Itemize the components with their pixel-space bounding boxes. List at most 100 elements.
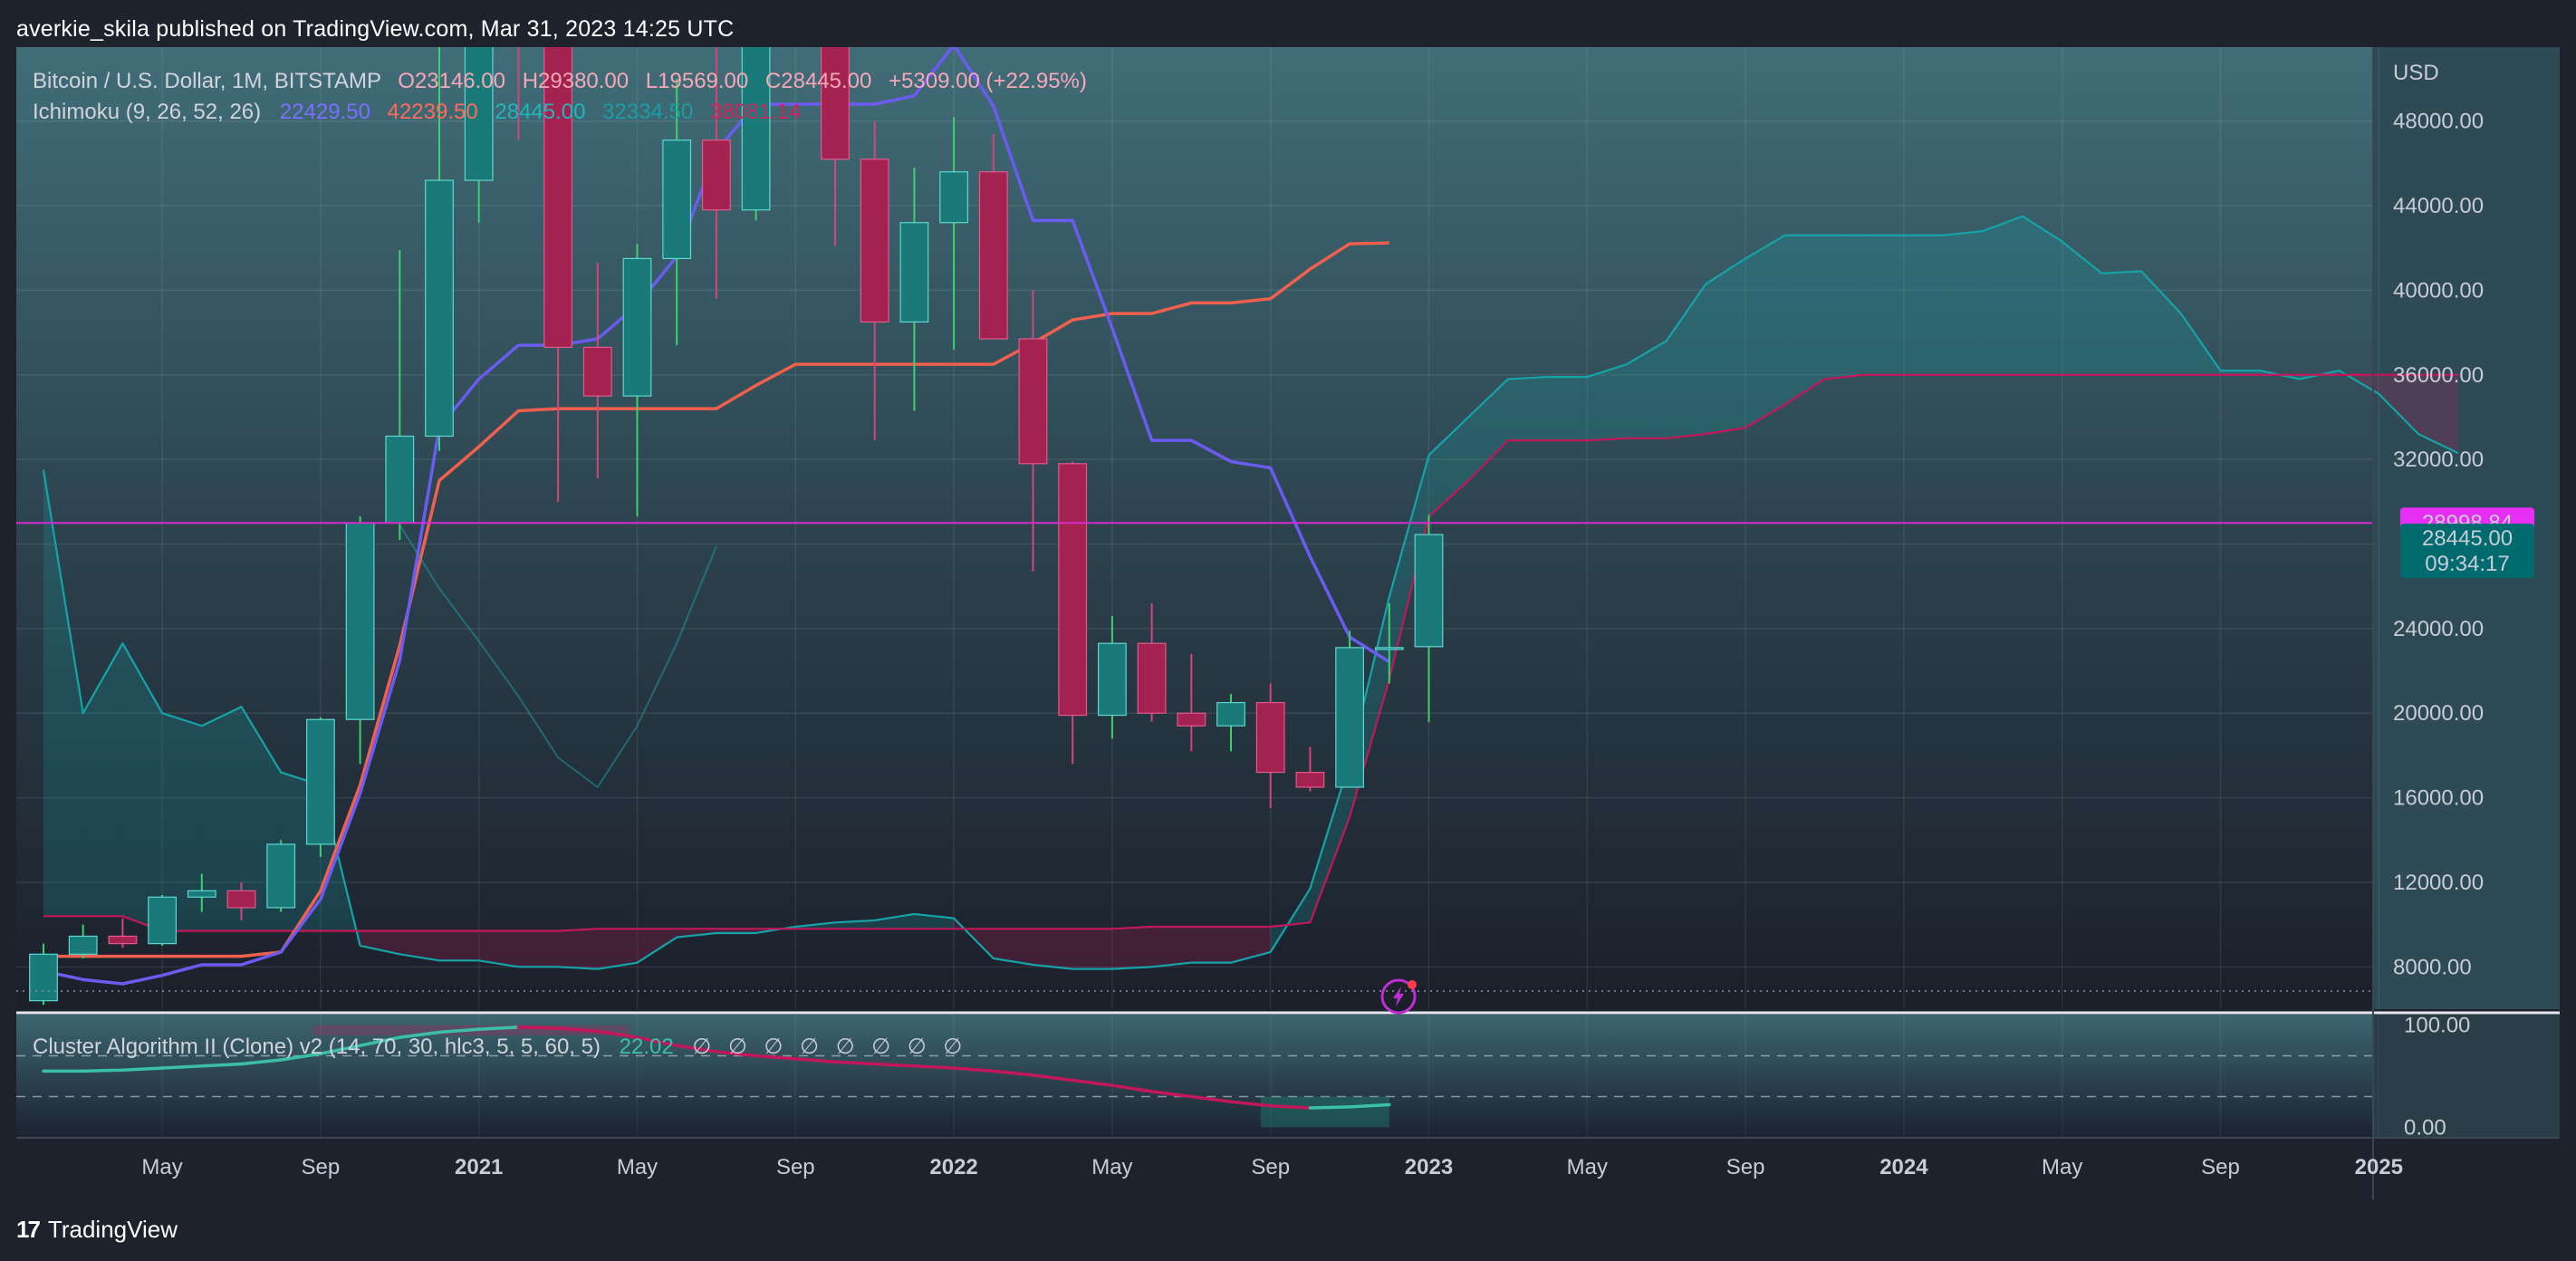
candle-body-30 [1216, 701, 1245, 727]
cluster-seg-9 [398, 1030, 441, 1039]
candle-body-34 [1374, 647, 1404, 650]
candle-body-15 [622, 257, 652, 397]
legend-ichimoku[interactable]: Ichimoku (9, 26, 52, 26) 22429.50 42239.… [33, 100, 801, 124]
usd-label: USD [2393, 61, 2439, 85]
cloud-segment-37 [1507, 377, 1548, 441]
cluster-seg-31 [1268, 1103, 1312, 1110]
legend-span-a-value: 32334.50 [602, 100, 693, 124]
cluster-na-5: ∅ [871, 1035, 890, 1059]
cluster-seg-17 [715, 1050, 758, 1058]
tradingview-logo-icon: 17 [16, 1215, 41, 1243]
cluster-seg-12 [516, 1025, 560, 1030]
price-axis[interactable]: 48000.00 44000.00 40000.00 36000.00 32000.00… [2393, 110, 2484, 1141]
cluster-na-1: ∅ [728, 1035, 747, 1059]
cloud-segment-38 [1547, 377, 1588, 441]
tradingview-logo[interactable]: 17 TradingView [16, 1214, 178, 1245]
kijun-line [43, 241, 1389, 958]
cloud-segment-12 [518, 930, 559, 967]
legend-chikou-value: 28445.00 [495, 100, 585, 124]
legend-main[interactable]: Bitcoin / U.S. Dollar, 1M, BITSTAMP O231… [33, 69, 1087, 93]
candle-body-33 [1335, 647, 1364, 788]
cloud-segment-11 [478, 930, 519, 967]
cluster-na-0: ∅ [692, 1035, 711, 1059]
main-pane-bg [16, 47, 2373, 1009]
candle-body-10 [425, 179, 454, 438]
published-info: averkie_skila published on TradingView.c… [16, 16, 735, 42]
last-price-tag: 28445.00 09:34:17 [2400, 524, 2534, 579]
cloud-segment-25 [1033, 929, 1073, 969]
cluster-seg-6 [279, 1052, 322, 1062]
cluster-seg-26 [1071, 1078, 1114, 1087]
lightning-bolt-glyph [1393, 987, 1404, 1006]
legend-cluster[interactable]: Cluster Algorithm II (Clone) v2 (14, 70,… [33, 1035, 962, 1059]
legend-close: C28445.00 [765, 69, 871, 93]
cluster-seg-33 [1348, 1102, 1391, 1109]
cluster-title: Cluster Algorithm II (Clone) v2 (14, 70,… [33, 1035, 601, 1059]
cluster-seg-32 [1308, 1105, 1351, 1110]
cluster-seg-21 [872, 1062, 917, 1068]
cloud-segment-55 [2220, 371, 2261, 375]
price-tick-6: 20000.00 [2393, 701, 2484, 726]
cloud-segment-28 [1151, 926, 1192, 967]
legend-symbol: Bitcoin / U.S. Dollar, 1M, BITSTAMP [33, 69, 381, 93]
last-price-countdown: 09:34:17 [2425, 552, 2509, 576]
time-tick-1: Sep [302, 1155, 341, 1179]
cluster-seg-29 [1189, 1094, 1233, 1103]
cloud-segment-9 [399, 930, 439, 961]
cluster-seg-1 [81, 1068, 125, 1073]
price-tick-3: 36000.00 [2393, 363, 2484, 388]
candle-body-9 [385, 435, 415, 524]
candle-body-27 [1098, 642, 1127, 717]
cloud-segment-45 [1824, 235, 1865, 380]
candle-body-13 [543, 47, 572, 349]
price-tick-1: 44000.00 [2393, 194, 2484, 218]
cluster-seg-10 [437, 1027, 481, 1035]
cluster-seg-20 [833, 1060, 877, 1066]
lightning-alert-dot [1408, 980, 1417, 989]
sub-pane-plot [16, 1025, 2373, 1128]
sub-tick-1: 0.00 [2404, 1115, 2446, 1140]
candle-body-6 [266, 843, 296, 909]
cluster-seg-13 [556, 1026, 600, 1034]
time-tick-12: May [2042, 1155, 2082, 1179]
cluster-seg-27 [1110, 1083, 1154, 1093]
cloud-segment-49 [1983, 216, 2023, 375]
time-axis[interactable]: May Sep 2021 May Sep 2022 May Sep 2023 May Sep 2024… [141, 1155, 2403, 1179]
time-tick-7: Sep [1251, 1155, 1290, 1179]
cloud-segment-3 [162, 713, 202, 931]
cluster-seg-7 [319, 1044, 362, 1055]
candle-body-17 [702, 140, 731, 211]
candle-body-24 [978, 171, 1008, 340]
candle-body-31 [1255, 701, 1285, 774]
cloud-segment-50 [2023, 216, 2062, 375]
cluster-seg-16 [675, 1044, 718, 1054]
span-a-line [42, 215, 2459, 970]
cloud-segment-42 [1706, 258, 1746, 435]
lightning-alert-icon[interactable] [1380, 978, 1417, 1015]
cloud-segment-13 [558, 929, 598, 969]
price-tick-4: 32000.00 [2393, 448, 2484, 472]
cluster-seg-15 [635, 1035, 678, 1047]
candle-body-5 [226, 890, 256, 909]
cloud-segment-51 [2062, 241, 2102, 375]
cluster-na-7: ∅ [943, 1035, 962, 1059]
cloud-segment-59 [2379, 374, 2418, 435]
legend-high: H29380.00 [523, 69, 629, 93]
time-tick-5: 2022 [929, 1155, 977, 1179]
chikou-line [399, 524, 717, 788]
cloud-segment-40 [1627, 341, 1667, 438]
cloud-segment-52 [2101, 271, 2142, 375]
candle-body-26 [1058, 463, 1088, 717]
cloud-segment-60 [2418, 374, 2458, 454]
chart-frame[interactable]: 48000.00 44000.00 40000.00 36000.00 32000.00… [16, 47, 2560, 1199]
chart-canvas[interactable]: 48000.00 44000.00 40000.00 36000.00 32000.00… [16, 47, 2560, 1199]
cloud-segment-16 [677, 929, 716, 938]
legend-kijun-value: 42239.50 [388, 100, 478, 124]
price-tick-9: 8000.00 [2393, 955, 2472, 979]
time-tick-10: Sep [1726, 1155, 1765, 1179]
price-tick-5: 24000.00 [2393, 617, 2484, 641]
price-tick-7: 16000.00 [2393, 786, 2484, 811]
cluster-seg-18 [754, 1054, 798, 1061]
cluster-seg-28 [1149, 1090, 1194, 1099]
cloud-segment-4 [201, 707, 242, 931]
